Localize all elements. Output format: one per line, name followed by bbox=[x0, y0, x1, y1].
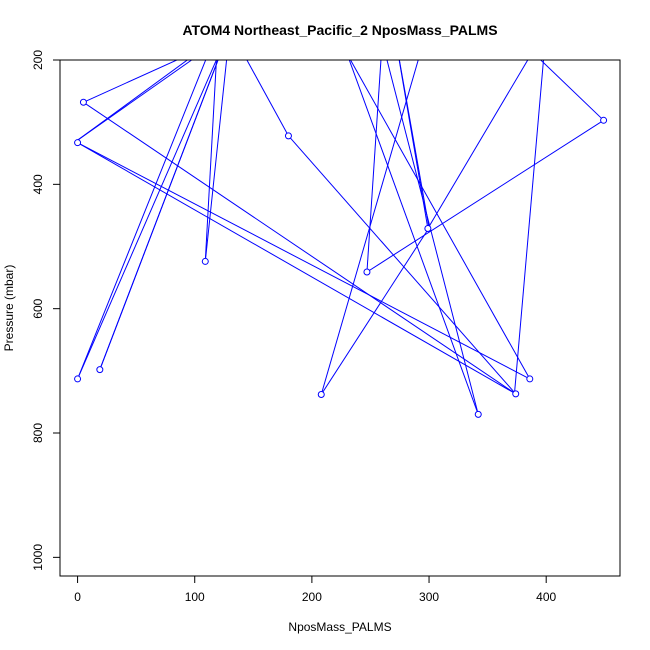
series-segment bbox=[246, 60, 289, 137]
series-segment bbox=[320, 60, 419, 395]
data-point-marker bbox=[474, 410, 482, 418]
x-tick-label: 300 bbox=[419, 590, 439, 604]
series-segment bbox=[77, 142, 516, 395]
data-point-marker bbox=[512, 390, 520, 398]
axes: 0 100 200 300 400 200 400 600 800 1000 bbox=[31, 50, 557, 604]
y-tick-label: 200 bbox=[31, 50, 45, 70]
data-point-marker bbox=[424, 224, 432, 232]
data-point-marker bbox=[363, 268, 371, 276]
x-tick-label: 200 bbox=[302, 590, 322, 604]
x-tick-label: 0 bbox=[74, 590, 81, 604]
series-segment bbox=[539, 60, 604, 121]
data-point-marker bbox=[317, 390, 325, 398]
data-point-marker bbox=[201, 257, 209, 265]
series-segment bbox=[83, 101, 517, 395]
y-tick-label: 1000 bbox=[31, 544, 45, 571]
series-segment bbox=[348, 60, 479, 415]
series-segment bbox=[77, 60, 189, 141]
series-segment bbox=[204, 60, 228, 262]
data-point-marker bbox=[284, 132, 292, 140]
series-segment bbox=[349, 60, 531, 380]
series-segment bbox=[398, 60, 429, 229]
y-axis-label: Pressure (mbar) bbox=[2, 265, 16, 352]
series-segment bbox=[77, 60, 207, 380]
series-segment bbox=[366, 119, 604, 273]
x-tick-label: 100 bbox=[185, 590, 205, 604]
data-point-marker bbox=[74, 375, 82, 383]
x-axis-label: NposMass_PALMS bbox=[288, 620, 391, 634]
plot-frame bbox=[59, 59, 621, 577]
data-point-marker bbox=[96, 366, 104, 374]
markers bbox=[74, 98, 608, 418]
y-tick-label: 800 bbox=[31, 423, 45, 443]
data-point-marker bbox=[600, 116, 608, 124]
series-segment bbox=[83, 60, 179, 103]
chart-title: ATOM4 Northeast_Pacific_2 NposMass_PALMS bbox=[182, 22, 497, 38]
series-segment bbox=[320, 227, 430, 395]
series-segment bbox=[77, 142, 531, 380]
series-segment bbox=[427, 60, 529, 229]
y-tick-label: 600 bbox=[31, 298, 45, 318]
series-segment bbox=[514, 60, 544, 393]
series-segment bbox=[77, 60, 217, 380]
series-segment bbox=[398, 60, 430, 228]
x-tick-label: 400 bbox=[536, 590, 556, 604]
series-segment bbox=[99, 60, 219, 370]
data-point-marker bbox=[526, 375, 534, 383]
series-group bbox=[77, 60, 604, 415]
series-segment bbox=[288, 135, 515, 393]
series-segment bbox=[366, 60, 382, 273]
series-segment bbox=[77, 60, 193, 141]
series-segment bbox=[204, 60, 217, 262]
data-point-marker bbox=[79, 98, 87, 106]
data-point-marker bbox=[74, 139, 82, 147]
y-tick-label: 400 bbox=[31, 174, 45, 194]
